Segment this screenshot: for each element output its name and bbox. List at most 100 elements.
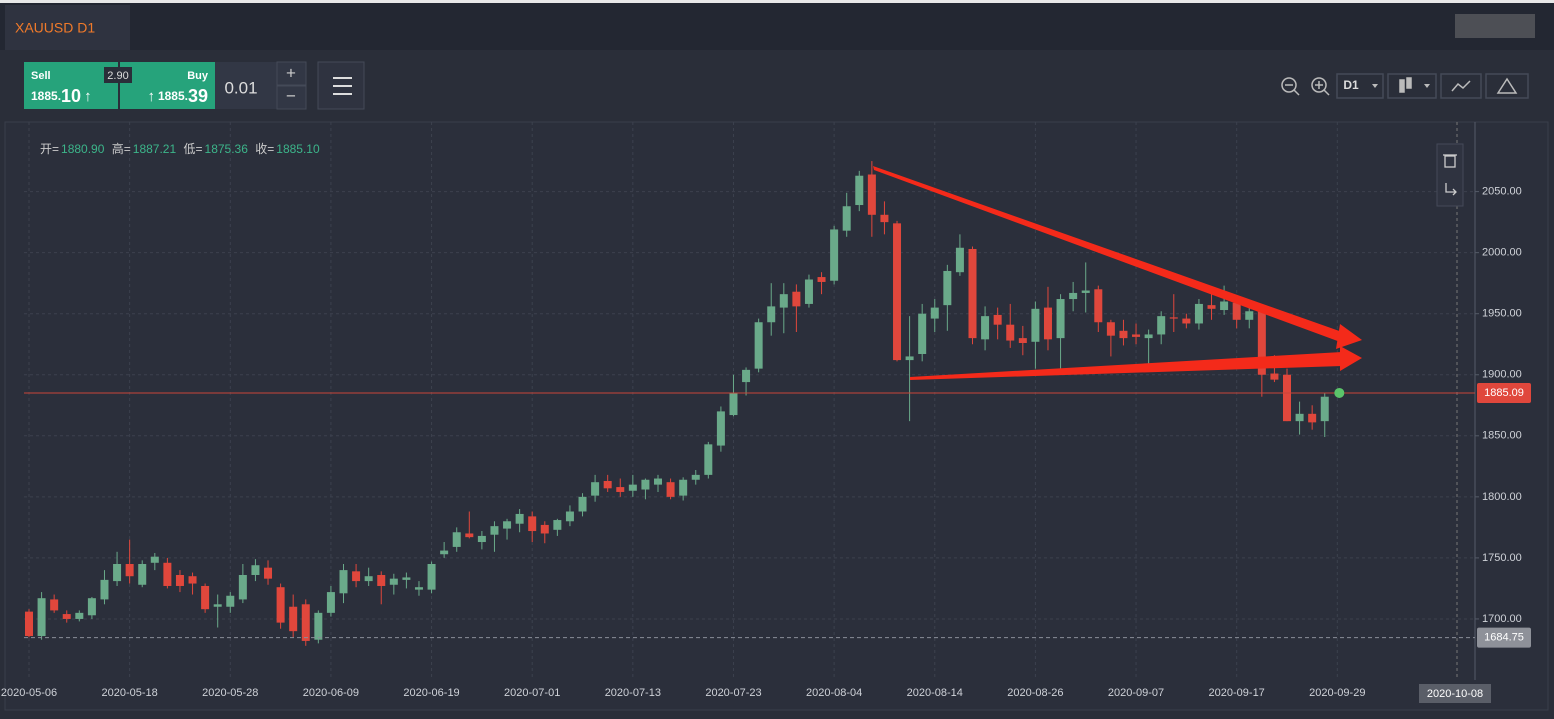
tab[interactable]	[5, 5, 130, 50]
candle-body	[981, 316, 990, 340]
timeframe[interactable]: D1	[1343, 78, 1359, 92]
candle-body	[301, 604, 310, 641]
sell-arrow[interactable]: ↑	[84, 88, 92, 105]
buy-button[interactable]	[120, 62, 215, 109]
buy-price[interactable]: ↑ 1885.39	[147, 86, 208, 106]
candle-body	[867, 174, 876, 215]
candle-body	[754, 322, 763, 369]
candle-body	[62, 614, 71, 619]
candle-body	[1232, 302, 1241, 320]
candle-body	[113, 564, 122, 582]
candle-body	[1169, 317, 1178, 319]
buy-label[interactable]: Buy	[187, 70, 209, 82]
x-tick-label: 2020-09-07	[1108, 687, 1164, 699]
overlay: 1700.00 1750.00 1800.00 1850.00 1900.00 1950.…	[1, 186, 1531, 703]
minus[interactable]: −	[286, 86, 296, 105]
plus-button[interactable]	[276, 61, 307, 86]
chart-frame	[4, 121, 1549, 711]
spread-box	[104, 67, 132, 83]
sell-price-big[interactable]: 10	[61, 86, 81, 106]
lot-box[interactable]	[215, 62, 277, 109]
high-label: 高=	[112, 141, 131, 156]
candle-body	[1308, 413, 1317, 423]
candle-body	[528, 516, 537, 532]
candle-body	[50, 599, 59, 611]
x-tick-label: 2020-08-26	[1007, 687, 1063, 699]
y-tick-label: 1850.00	[1482, 430, 1522, 442]
candle-body	[830, 229, 839, 281]
candle-body	[226, 595, 235, 607]
plus[interactable]: +	[286, 63, 296, 82]
candle-body	[138, 564, 147, 585]
open-label: 开=	[40, 142, 59, 156]
low-value: 1875.36	[205, 142, 249, 156]
sell-label[interactable]: Sell	[31, 70, 51, 82]
candle-body	[842, 206, 851, 231]
candle-body	[1270, 373, 1279, 380]
candle-body	[893, 223, 902, 361]
candle-body	[163, 562, 172, 586]
toolbar-icons[interactable]	[1281, 73, 1529, 99]
candle-body	[264, 567, 273, 579]
candle-body	[540, 524, 549, 534]
tool-icons[interactable]	[1443, 154, 1457, 196]
candle-body	[666, 482, 675, 497]
sell-price[interactable]: 1885.10 ↑	[31, 86, 92, 106]
menu-icon	[333, 77, 352, 95]
candle-body	[1320, 396, 1329, 422]
tab-title[interactable]: XAUUSD D1	[15, 20, 95, 36]
candle-body	[452, 532, 461, 547]
x-tick-label: 2020-06-09	[303, 687, 359, 699]
candle-body	[1106, 322, 1115, 336]
candle-body	[427, 564, 436, 590]
candle-body	[414, 587, 423, 590]
spread: 2.90	[107, 70, 128, 82]
candle-body	[352, 571, 361, 582]
candle-body	[1094, 289, 1103, 323]
candle-body	[402, 577, 411, 580]
top-border	[0, 0, 1554, 3]
x-tick-label: 2020-07-23	[705, 687, 761, 699]
x-tick-label: 2020-05-06	[1, 687, 57, 699]
current-price-dot	[1334, 387, 1345, 398]
y-tick-label: 1700.00	[1482, 613, 1522, 625]
buy-price-main[interactable]: 1885.	[158, 89, 188, 103]
candle-body	[591, 482, 600, 496]
candle-body	[553, 520, 562, 530]
open-value: 1880.90	[61, 142, 105, 156]
x-tick-label: 2020-09-29	[1309, 687, 1365, 699]
candle-body	[918, 313, 927, 354]
low-line-box	[1477, 627, 1531, 648]
lot[interactable]: 0.01	[224, 78, 257, 97]
candle-body	[704, 444, 713, 475]
candle-body	[1194, 303, 1203, 324]
y-tick-label: 2050.00	[1482, 186, 1522, 198]
tab-bar	[0, 0, 1554, 50]
candle-body	[654, 478, 662, 485]
buy-price-big[interactable]: 39	[188, 86, 208, 106]
x-tick-label: 2020-08-14	[907, 687, 963, 699]
candle-body	[515, 513, 524, 524]
candle-body	[238, 574, 247, 600]
dropdown[interactable]	[1424, 84, 1430, 88]
candle-body	[25, 611, 33, 637]
candle-body	[477, 535, 486, 543]
candle-body	[1018, 338, 1027, 344]
candle-body	[289, 606, 298, 632]
minus-button[interactable]	[276, 85, 307, 110]
candle-body	[377, 574, 386, 586]
candle-body	[993, 314, 1002, 325]
candle-body	[465, 533, 474, 538]
drawing-tools[interactable]	[1436, 143, 1464, 207]
buy-arrow[interactable]: ↑	[147, 88, 155, 105]
y-tick-label: 1950.00	[1482, 308, 1522, 320]
dropdown[interactable]	[1372, 84, 1378, 88]
sell-button[interactable]	[24, 62, 118, 109]
sell-price-main[interactable]: 1885.	[31, 89, 61, 103]
y-tick-label: 1900.00	[1482, 369, 1522, 381]
candle-body	[616, 487, 625, 492]
candle-body	[905, 356, 914, 361]
candle-body	[578, 496, 587, 512]
trend-arrows	[873, 166, 1362, 380]
candle-body	[1283, 374, 1291, 422]
